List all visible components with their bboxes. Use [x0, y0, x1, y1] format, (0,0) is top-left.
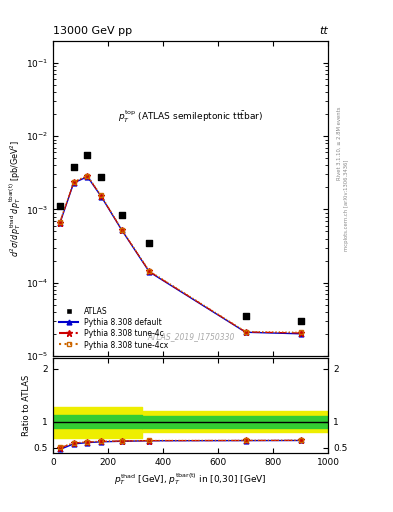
Text: $p_T^{\rm top}$ (ATLAS semileptonic tt$\bar{{\rm t}}$bar): $p_T^{\rm top}$ (ATLAS semileptonic tt$\… [118, 109, 263, 125]
Point [242, 312, 249, 320]
Point [57, 202, 63, 210]
Point [119, 210, 125, 219]
Point [98, 173, 105, 181]
X-axis label: $p_T^{\rm thad}$ [GeV], $p_T^{\rm tbar(t)}$ in [0,30] [GeV]: $p_T^{\rm thad}$ [GeV], $p_T^{\rm tbar(t… [114, 471, 267, 487]
Y-axis label: $d^2\sigma / d\,p_T^{\rm thad}\,d\,p_T^{\rm tbar(t)}$ [pb/GeV$^2$]: $d^2\sigma / d\,p_T^{\rm thad}\,d\,p_T^{… [7, 140, 23, 257]
Text: mcplots.cern.ch [arXiv:1306.3436]: mcplots.cern.ch [arXiv:1306.3436] [344, 159, 349, 250]
Text: ATLAS_2019_I1750330: ATLAS_2019_I1750330 [147, 332, 234, 342]
Text: Rivet 3.1.10, ≥ 2.8M events: Rivet 3.1.10, ≥ 2.8M events [336, 106, 341, 180]
Point [84, 151, 91, 159]
Legend: ATLAS, Pythia 8.308 default, Pythia 8.308 tune-4c, Pythia 8.308 tune-4cx: ATLAS, Pythia 8.308 default, Pythia 8.30… [57, 305, 171, 352]
Text: tt: tt [320, 26, 328, 36]
Point [298, 317, 304, 325]
Point [146, 239, 152, 247]
Text: 13000 GeV pp: 13000 GeV pp [53, 26, 132, 36]
Point [71, 163, 77, 171]
Y-axis label: Ratio to ATLAS: Ratio to ATLAS [22, 375, 31, 436]
